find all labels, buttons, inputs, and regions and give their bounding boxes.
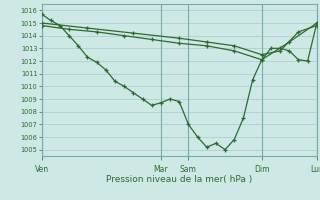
X-axis label: Pression niveau de la mer( hPa ): Pression niveau de la mer( hPa ): [106, 175, 252, 184]
